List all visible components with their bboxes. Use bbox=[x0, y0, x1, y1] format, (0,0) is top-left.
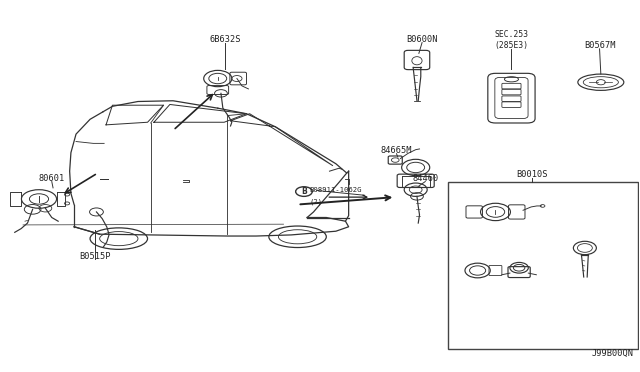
Text: (285E3): (285E3) bbox=[494, 41, 529, 51]
Text: B0010S: B0010S bbox=[516, 170, 548, 179]
Text: SEC.253: SEC.253 bbox=[494, 29, 529, 39]
Text: 80601: 80601 bbox=[38, 174, 65, 183]
Text: 84665M: 84665M bbox=[381, 146, 412, 155]
Text: B0567M: B0567M bbox=[584, 41, 615, 51]
Text: 6B632S: 6B632S bbox=[210, 35, 241, 44]
Text: B0515P: B0515P bbox=[79, 252, 111, 261]
Text: B0600N: B0600N bbox=[406, 35, 438, 44]
Bar bbox=[447, 182, 638, 349]
Text: B08911-1062G: B08911-1062G bbox=[310, 187, 362, 193]
Text: B: B bbox=[301, 187, 307, 196]
Text: J99B00QN: J99B00QN bbox=[591, 349, 634, 358]
Text: (2): (2) bbox=[310, 198, 323, 205]
Text: 84460: 84460 bbox=[412, 174, 438, 183]
